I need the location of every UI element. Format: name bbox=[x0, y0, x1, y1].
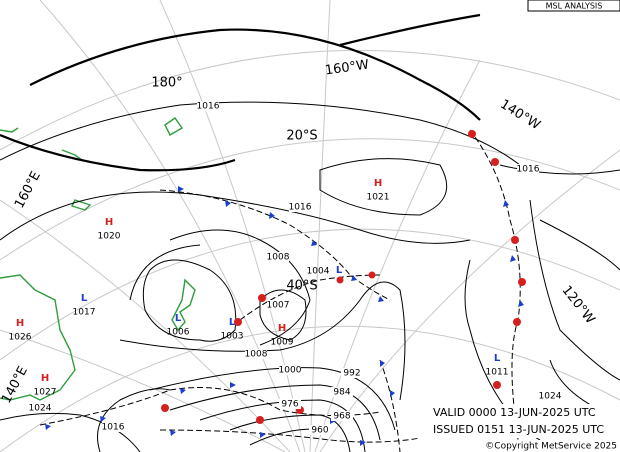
center-symbol: L bbox=[81, 293, 88, 304]
isobar-label: 968 bbox=[333, 412, 350, 422]
isobar-label: 1000 bbox=[279, 366, 302, 376]
isobar-label: 1008 bbox=[267, 253, 290, 263]
center-symbol: H bbox=[374, 178, 382, 189]
center-symbol: H bbox=[278, 323, 286, 334]
coastlines bbox=[0, 117, 196, 401]
copyright: ©Copyright MetService 2025 bbox=[485, 442, 617, 452]
center-value: 1004 bbox=[307, 267, 330, 277]
label-bg bbox=[245, 349, 267, 359]
isobar-label: 1016 bbox=[289, 203, 312, 213]
isobar-label: 984 bbox=[333, 388, 350, 398]
grid-label: 40°S bbox=[286, 279, 317, 294]
valid-time: VALID 0000 13-JUN-2025 UTC bbox=[433, 406, 596, 419]
label-bg bbox=[289, 202, 311, 212]
label-bg bbox=[279, 365, 301, 375]
fronts bbox=[39, 129, 526, 452]
center-symbol: L bbox=[175, 313, 182, 324]
label-bg bbox=[197, 101, 219, 111]
center-symbol: L bbox=[229, 317, 236, 328]
label-bg bbox=[539, 391, 561, 401]
label-bg bbox=[341, 368, 363, 378]
center-symbol: L bbox=[494, 353, 501, 364]
center-value: 1026 bbox=[9, 333, 32, 343]
center-symbol: H bbox=[105, 217, 113, 228]
center-symbol: L bbox=[336, 265, 343, 276]
title-box: MSL ANALYSIS bbox=[527, 0, 620, 12]
label-bg bbox=[29, 403, 51, 413]
center-value: 1027 bbox=[34, 388, 57, 398]
pressure-centers: H 1021 H 1020 L 1017 H 1026 H 1027 L 1006 L 1003 H 1009… bbox=[9, 178, 509, 398]
isobar-label: 1016 bbox=[197, 102, 220, 112]
issued-time: ISSUED 0151 13-JUN-2025 UTC bbox=[433, 423, 604, 436]
center-symbol: H bbox=[41, 373, 49, 384]
grid-label: 20°S bbox=[286, 129, 317, 144]
label-bg bbox=[267, 300, 289, 310]
isobar-label: 976 bbox=[281, 400, 298, 410]
map-title: MSL ANALYSIS bbox=[546, 2, 603, 11]
isobar-label: 1008 bbox=[245, 350, 268, 360]
center-value: 1003 bbox=[221, 332, 244, 342]
isobar-label: 992 bbox=[343, 369, 360, 379]
center-value: 1009 bbox=[271, 338, 294, 348]
label-bg bbox=[309, 425, 331, 435]
isobar-label: 1007 bbox=[267, 301, 290, 311]
isobar-label: 960 bbox=[311, 426, 328, 436]
center-value: 1017 bbox=[73, 308, 96, 318]
isobar-label: 1024 bbox=[539, 392, 562, 402]
center-value: 1006 bbox=[167, 328, 190, 338]
center-value: 1020 bbox=[98, 232, 121, 242]
center-value: 1021 bbox=[367, 193, 390, 203]
label-bg bbox=[331, 411, 353, 421]
label-bg bbox=[279, 399, 301, 409]
isobar-label: 1016 bbox=[102, 423, 125, 433]
isobar-labels: 1016 1016 1016 1008 1007 1008 1000 992 984 976 968… bbox=[29, 101, 562, 436]
grid-label: 180° bbox=[151, 76, 182, 91]
label-bg bbox=[267, 252, 289, 262]
label-bg bbox=[102, 422, 124, 432]
isobar-label: 1016 bbox=[517, 165, 540, 175]
isobar-label: 1024 bbox=[29, 404, 52, 414]
label-bg bbox=[331, 387, 353, 397]
center-symbol: H bbox=[16, 318, 24, 329]
label-bg bbox=[517, 164, 539, 174]
center-value: 1011 bbox=[486, 368, 509, 378]
grid-label: 160°W bbox=[324, 57, 370, 78]
footer-box: VALID 0000 13-JUN-2025 UTC ISSUED 0151 1… bbox=[430, 404, 620, 452]
